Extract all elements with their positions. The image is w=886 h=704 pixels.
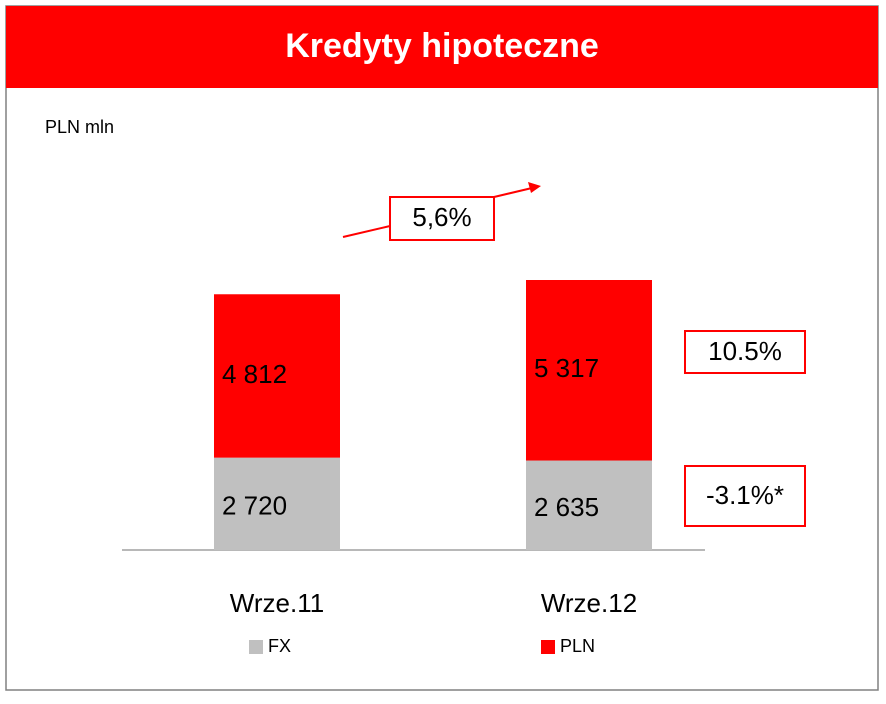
- arrow-head: [528, 182, 541, 193]
- value-label: 4 812: [222, 359, 287, 389]
- bar-segment: [526, 280, 652, 461]
- legend-label: FX: [268, 636, 291, 656]
- x-tick-label: Wrze.12: [541, 588, 637, 618]
- annotation-box: [684, 330, 806, 374]
- title-bar: [6, 6, 878, 88]
- value-label: 2 635: [534, 492, 599, 522]
- legend-swatch: [541, 640, 555, 654]
- annotation: 5,6%: [412, 202, 471, 232]
- bar-segment: [214, 457, 340, 550]
- growth-arrow: [342, 225, 391, 238]
- unit-label: PLN mln: [45, 117, 114, 137]
- value-label: 5 317: [534, 353, 599, 383]
- legend-label: PLN: [560, 636, 595, 656]
- bar-segment: [526, 460, 652, 550]
- value-label: 2 720: [222, 491, 287, 521]
- bar-segment: [214, 294, 340, 458]
- annotation: -3.1%*: [706, 480, 784, 510]
- chart-title: Kredyty hipoteczne: [285, 27, 599, 65]
- growth-arrow: [493, 187, 533, 198]
- x-tick-label: Wrze.11: [230, 588, 324, 618]
- legend-swatch: [249, 640, 263, 654]
- annotation: 10.5%: [708, 336, 782, 366]
- annotation-box: [684, 465, 806, 527]
- annotation-box: [389, 196, 495, 241]
